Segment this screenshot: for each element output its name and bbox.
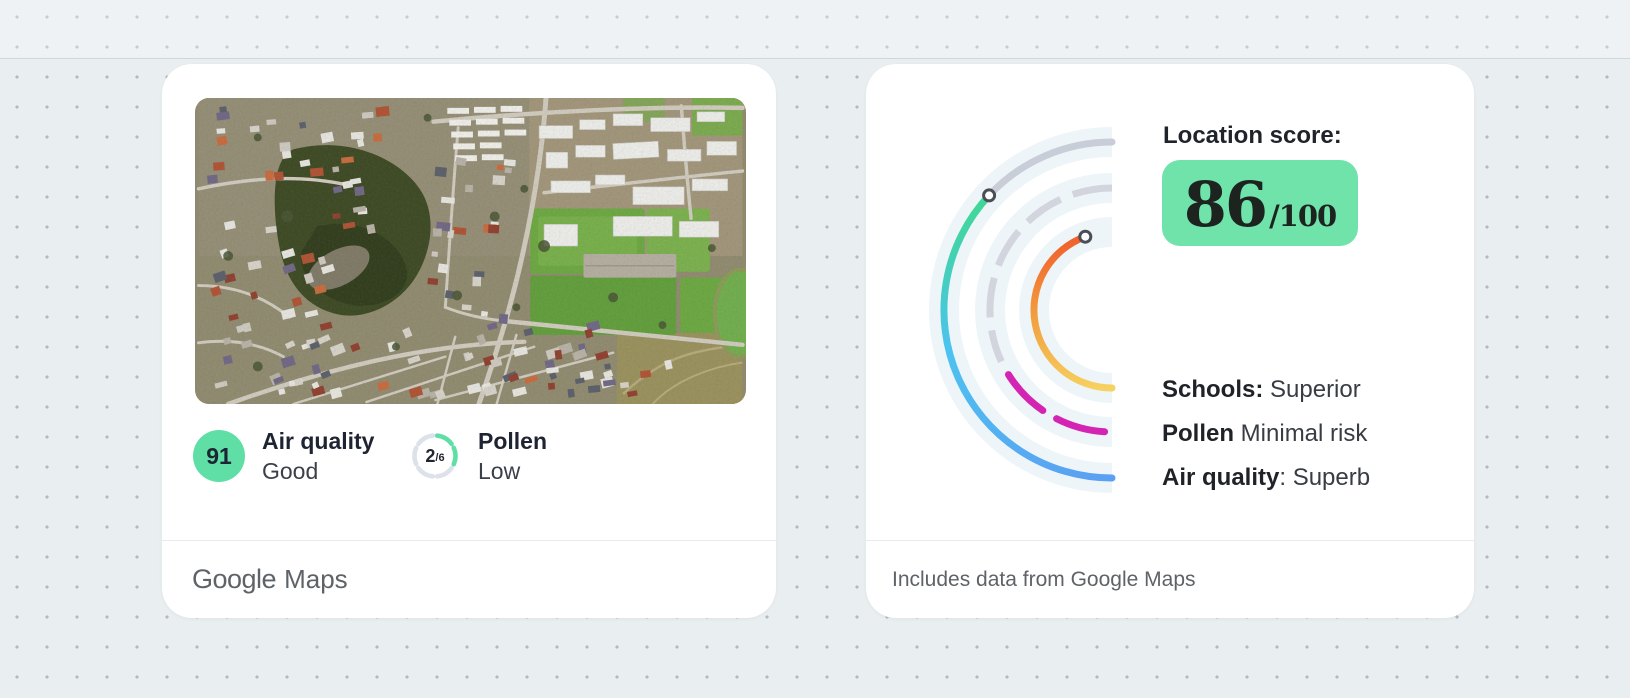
location-score-badge: 86 /100	[1162, 160, 1358, 246]
google-logo: Google	[192, 564, 277, 594]
right-card-footer: Includes data from Google Maps	[866, 540, 1474, 618]
left-card-footer: Google Maps	[162, 540, 776, 618]
metric-schools-value: Superior	[1263, 376, 1361, 403]
pollen-max: /6	[435, 452, 445, 464]
metric-pollen: Pollen Minimal risk	[1162, 412, 1370, 456]
satellite-map-image	[196, 98, 746, 404]
air-quality-chip: 91 Air quality Good	[193, 426, 374, 486]
metric-air-quality: Air quality: Superb	[1162, 456, 1370, 500]
pollen-gauge: 2 /6	[412, 433, 458, 479]
background-top-band	[0, 0, 1630, 59]
air-quality-score: 91	[206, 442, 232, 469]
location-score-value: 86	[1183, 168, 1268, 241]
outer-gauge-marker	[982, 188, 997, 203]
pollen-status: Low	[478, 458, 521, 484]
satellite-map	[195, 98, 746, 404]
metric-schools: Schools: Superior	[1162, 368, 1370, 412]
metric-air-quality-label: Air quality	[1162, 464, 1280, 491]
metric-pollen-label: Pollen	[1162, 420, 1235, 447]
metric-pollen-value: Minimal risk	[1234, 420, 1368, 447]
location-score-card: Location score: 86 /100 Schools: Superio…	[866, 64, 1474, 618]
air-quality-status: Good	[262, 458, 319, 484]
inner-gauge-marker	[1078, 229, 1093, 244]
location-score-max: /100	[1269, 199, 1337, 233]
location-score-title: Location score:	[1163, 122, 1342, 149]
pollen-label: Pollen	[478, 428, 548, 454]
location-metrics: Schools: Superior Pollen Minimal risk Ai…	[1162, 368, 1370, 500]
metric-schools-label: Schools:	[1162, 376, 1264, 403]
pollen-value: 2	[425, 445, 436, 466]
pollen-chip: 2 /6 Pollen Low	[412, 426, 547, 486]
map-summary-card: 91 Air quality Good	[162, 64, 776, 618]
air-quality-score-badge: 91	[193, 430, 245, 482]
pollen-ring-icon	[412, 433, 458, 479]
google-maps-wordmark: Maps	[284, 564, 348, 594]
location-score-gauge	[929, 127, 1116, 493]
air-quality-label: Air quality	[262, 428, 375, 454]
data-attribution: Includes data from Google Maps	[892, 567, 1196, 591]
metric-air-quality-value: : Superb	[1279, 464, 1371, 491]
environment-chips: 91 Air quality Good	[193, 426, 746, 522]
